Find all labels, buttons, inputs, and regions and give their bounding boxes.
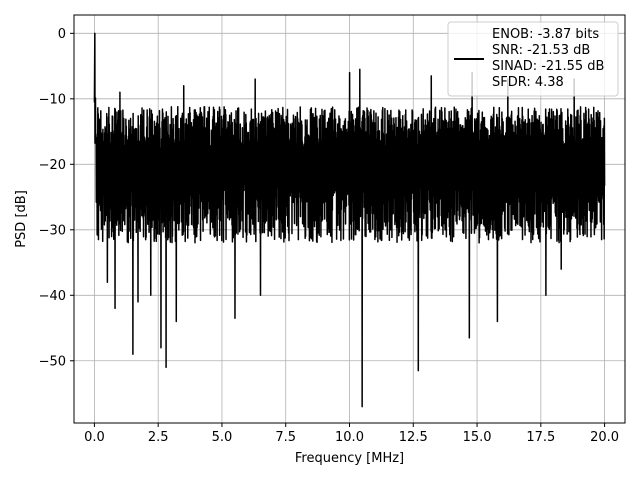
x-tick-label: 0.0: [84, 430, 105, 445]
x-tick-label: 7.5: [275, 430, 296, 445]
x-tick-label: 5.0: [212, 430, 233, 445]
y-axis-label: PSD [dB]: [14, 190, 29, 248]
legend-entry-snr: SNR: -21.53 dB: [492, 43, 590, 58]
legend-box: [447, 21, 619, 97]
y-tick-label: −10: [39, 92, 66, 107]
legend: ENOB: -3.87 bits SNR: -21.53 dB SINAD: -…: [447, 21, 619, 97]
y-tick-label: 0: [58, 27, 66, 42]
x-axis-label: Frequency [MHz]: [295, 451, 404, 466]
x-tick-label: 10.0: [335, 430, 364, 445]
legend-entry-enob: ENOB: -3.87 bits: [492, 27, 599, 42]
y-tick-label: −50: [39, 354, 66, 369]
legend-entry-sfdr: SFDR: 4.38: [492, 75, 564, 90]
x-tick-label: 12.5: [399, 430, 428, 445]
x-tick-label: 15.0: [463, 430, 492, 445]
psd-series-line: [93, 32, 606, 408]
y-tick-label: −30: [39, 223, 66, 238]
axis-ticks: 0.0 2.5 5.0 7.5 10.0 12.5 15.0 17.5 20.0 0 −10 −20 −…: [39, 27, 620, 445]
y-tick-label: −20: [39, 158, 66, 173]
y-tick-label: −40: [39, 289, 66, 304]
x-tick-label: 17.5: [526, 430, 555, 445]
legend-entry-sinad: SINAD: -21.55 dB: [492, 59, 604, 74]
x-tick-label: 20.0: [590, 430, 619, 445]
data-layer: [93, 32, 606, 408]
x-tick-label: 2.5: [148, 430, 169, 445]
